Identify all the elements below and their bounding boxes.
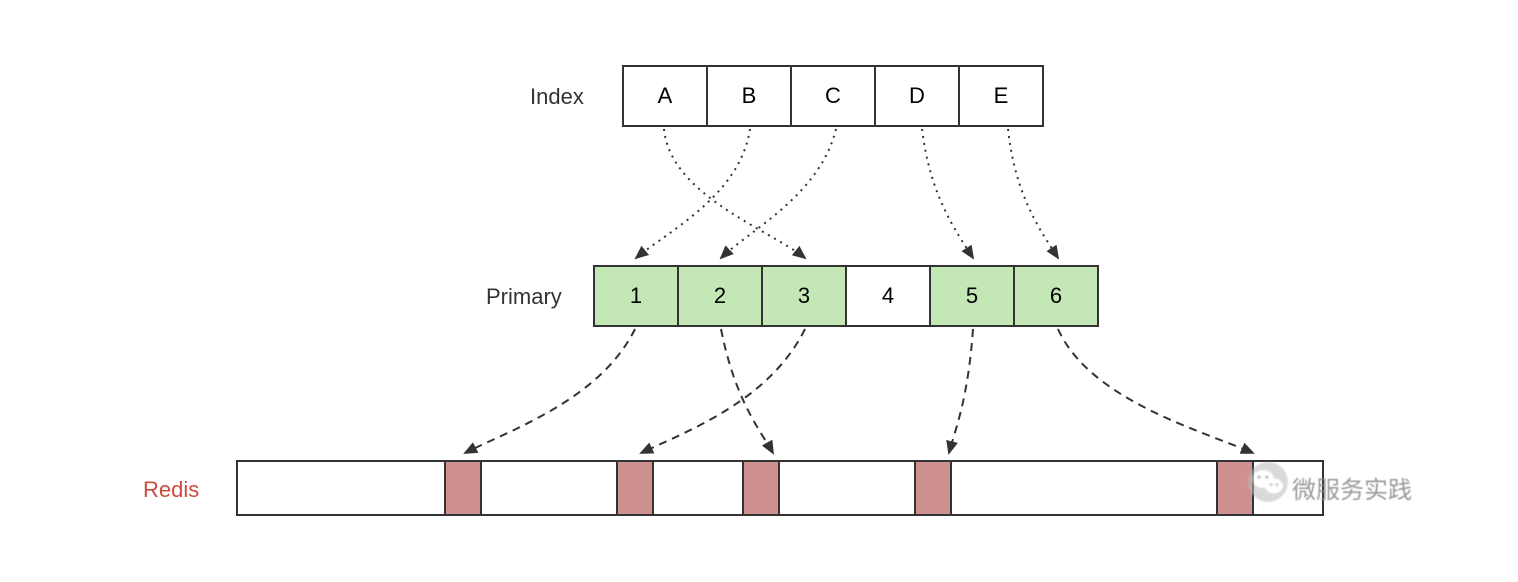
edges-top-edge-0 [664,129,805,258]
redis-segment-4 [652,460,744,516]
redis-segment-3 [616,460,654,516]
edges-bottom-edge-4 [1058,329,1253,453]
redis-segment-6 [778,460,916,516]
redis-segment-1 [444,460,482,516]
edges-bottom-edge-2 [641,329,805,453]
primary-cell-3: 3 [761,265,847,327]
edges-top-edge-1 [636,129,750,258]
index-cell-A: A [622,65,708,127]
redis-segment-0 [236,460,446,516]
index-row: ABCDE [622,65,1044,127]
redis-segment-8 [950,460,1218,516]
index-cell-D: D [874,65,960,127]
redis-segment-5 [742,460,780,516]
edges-top-edge-3 [922,129,973,258]
wechat-icon [1246,460,1290,504]
edges-top-edge-4 [1008,129,1058,258]
primary-cell-6: 6 [1013,265,1099,327]
edges-top-edge-2 [721,129,836,258]
redis-segment-7 [914,460,952,516]
primary-row: 123456 [593,265,1099,327]
redis-bar [236,460,1324,516]
label-primary: Primary [486,284,562,310]
primary-cell-1: 1 [593,265,679,327]
primary-cell-4: 4 [845,265,931,327]
primary-cell-2: 2 [677,265,763,327]
redis-segment-2 [480,460,618,516]
edges-bottom-edge-3 [949,329,973,453]
index-cell-B: B [706,65,792,127]
label-index: Index [530,84,584,110]
watermark-text: 微服务实践 [1292,470,1412,505]
index-cell-E: E [958,65,1044,127]
index-cell-C: C [790,65,876,127]
primary-cell-5: 5 [929,265,1015,327]
edges-bottom-edge-1 [721,329,773,453]
edges-bottom-edge-0 [465,329,635,453]
label-redis: Redis [143,477,199,503]
